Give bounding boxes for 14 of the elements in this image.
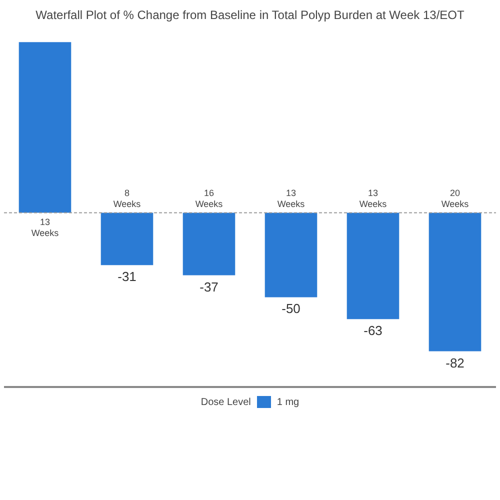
x-tick-label: 8 Weeks (113, 188, 142, 209)
x-tick-label: 13 Weeks (359, 188, 388, 209)
legend-title: Dose Level (200, 396, 251, 408)
x-tick-label: 13 Weeks (31, 216, 60, 238)
x-tick-label: 16 Weeks (195, 188, 224, 209)
x-tick-label: 20 Weeks (441, 188, 470, 209)
data-label: -31 (118, 269, 136, 284)
legend-label: 1 mg (276, 396, 300, 408)
chart-title: Waterfall Plot of % Change from Baseline in Total Polyp Burden at Week 13/EOT (34, 7, 466, 24)
data-label: -50 (282, 301, 300, 316)
data-label: -82 (446, 355, 464, 370)
x-tick-label: 13 Weeks (277, 188, 306, 209)
data-label: -63 (364, 323, 382, 338)
data-label: -37 (200, 279, 218, 294)
